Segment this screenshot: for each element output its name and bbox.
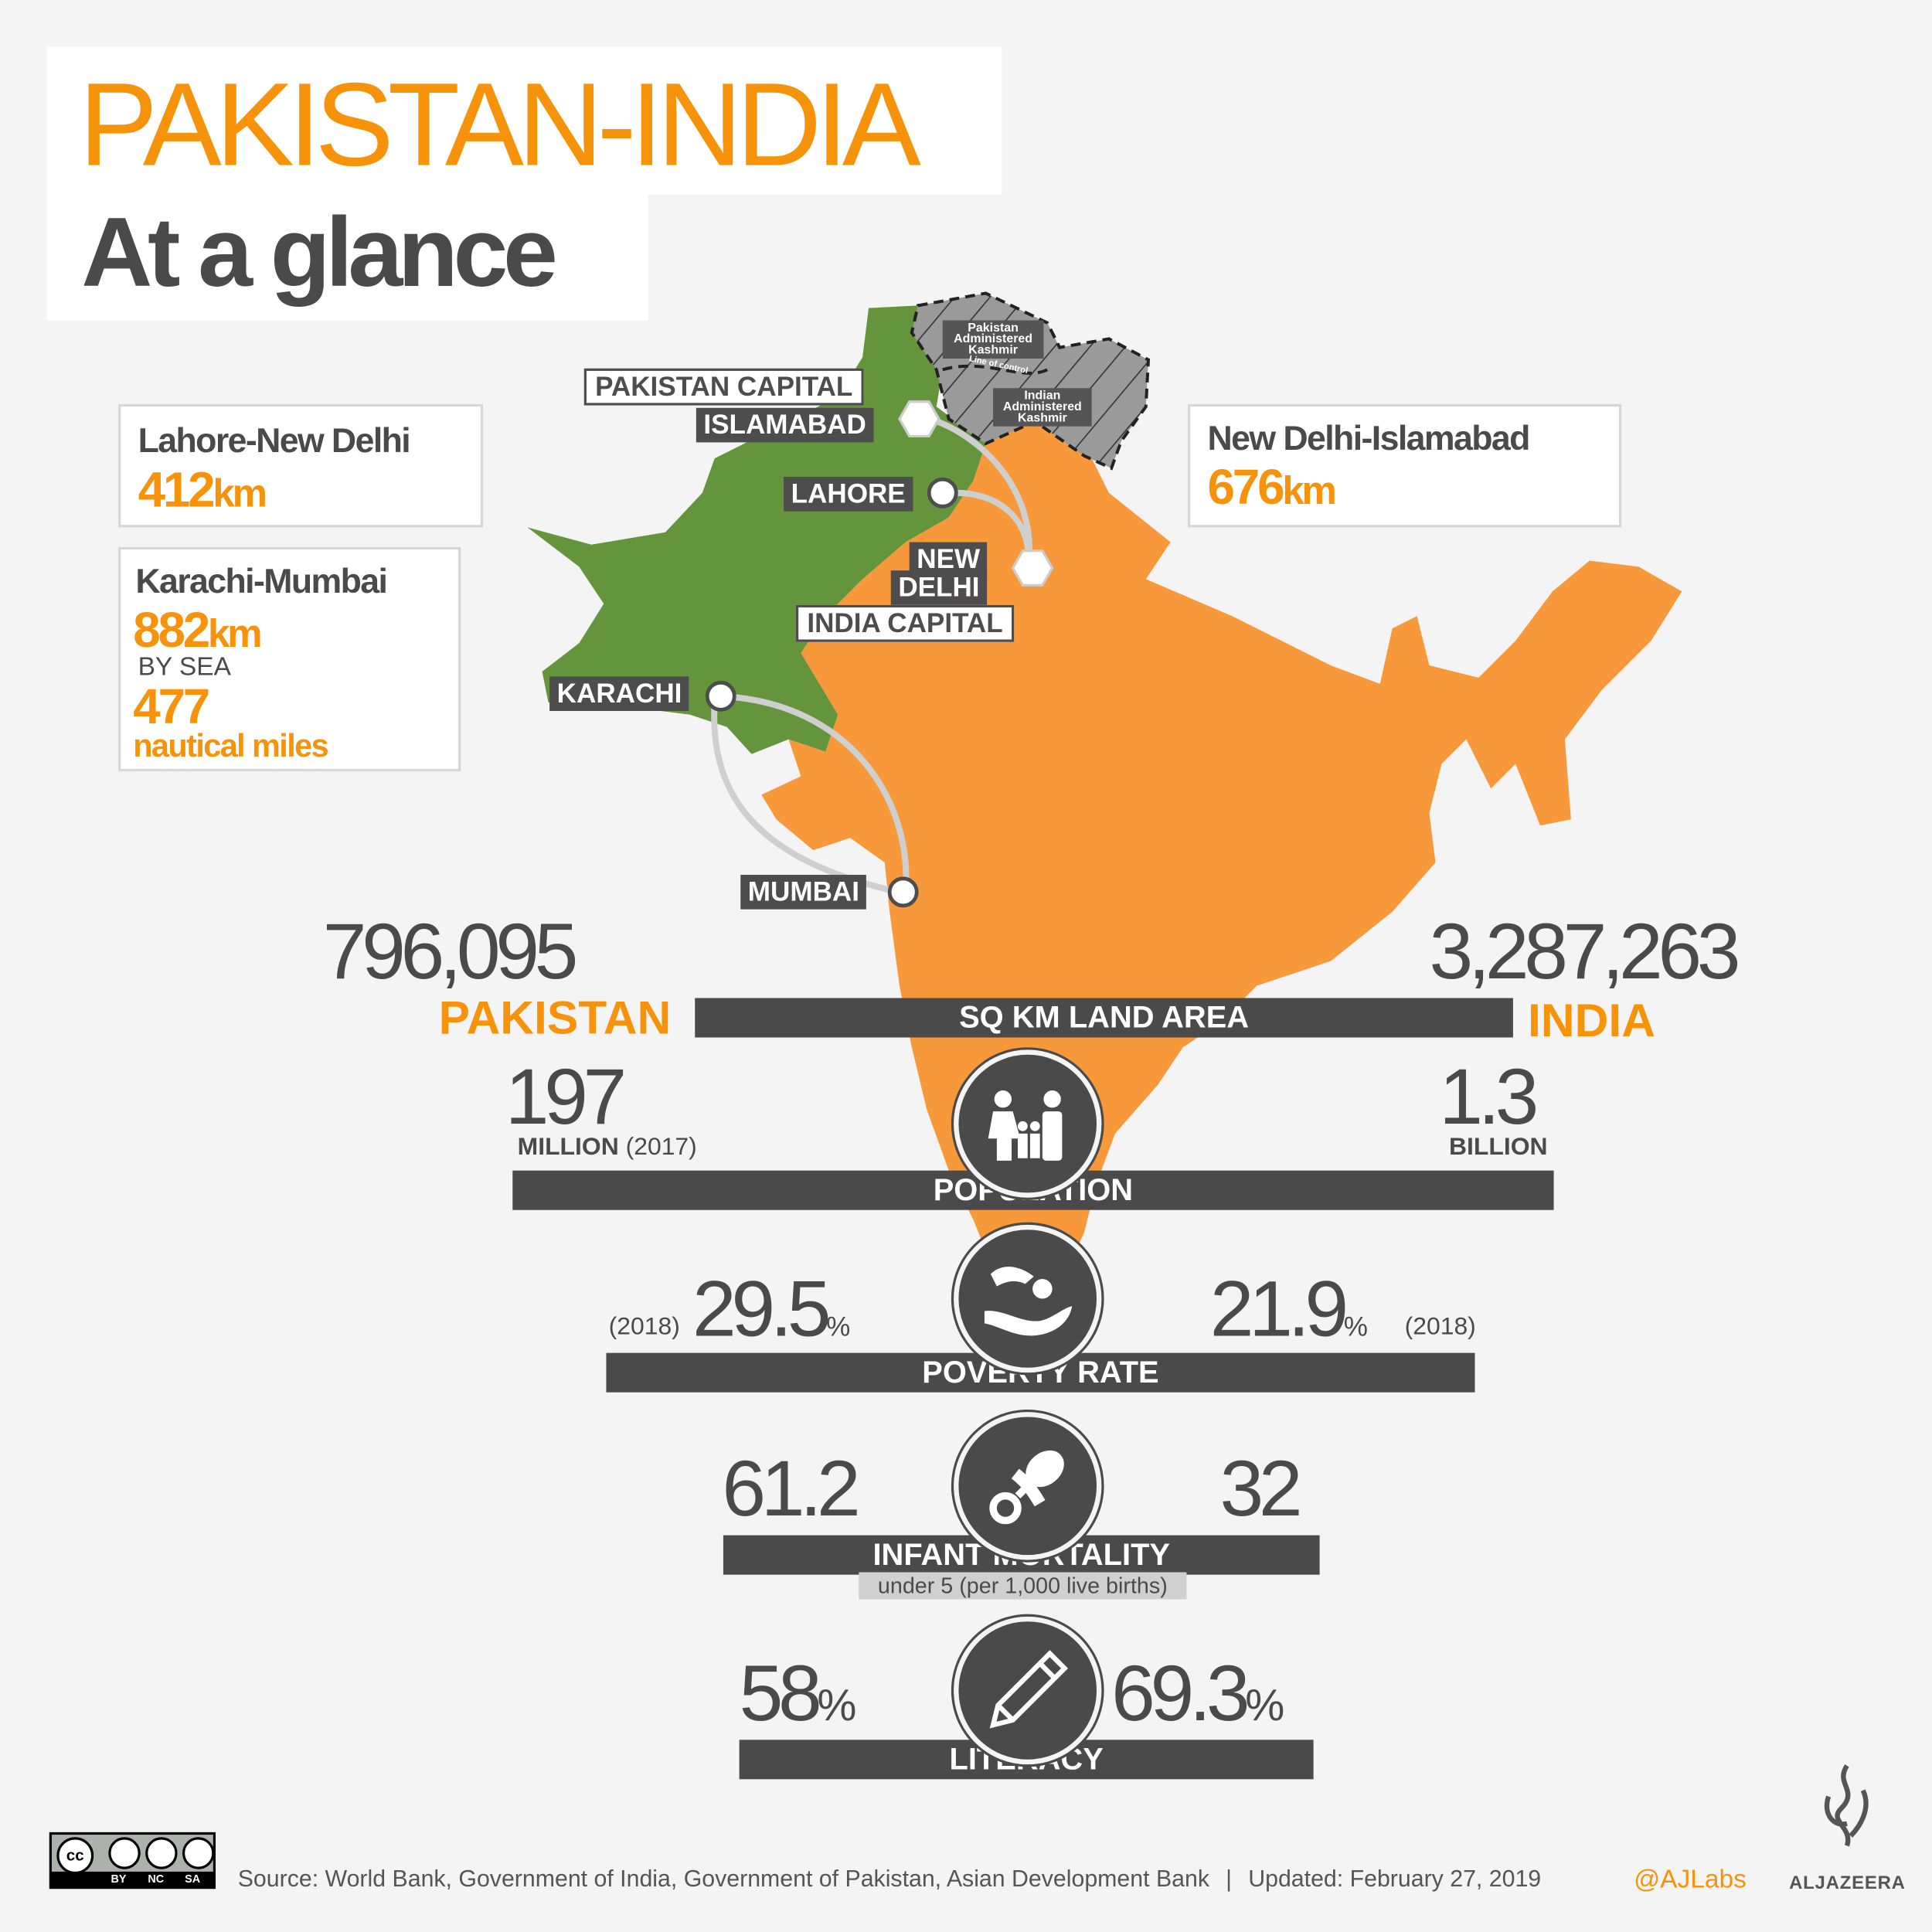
islamabad-label: ISLAMABAD [696, 407, 874, 443]
by-sea-label: BY SEA [138, 653, 231, 682]
islamabad-marker [898, 400, 940, 438]
pakistan-infant-value: 61.2 [722, 1444, 860, 1533]
line-of-control [942, 364, 1049, 375]
distance-unit: km [208, 611, 263, 656]
percent-unit: % [826, 1311, 851, 1342]
source-text: Source: World Bank, Government of India,… [237, 1866, 1210, 1893]
kashmir-ind-label: Indian Administered Kashmir [993, 388, 1092, 427]
ajlabs-handle[interactable]: @AJLabs [1634, 1865, 1747, 1894]
hand-coin-icon [954, 1224, 1102, 1373]
india-capital-label: INDIA CAPITAL [795, 604, 1015, 642]
title-line2: At a glance [81, 197, 558, 308]
distance-label: Karachi-Mumbai [135, 562, 388, 600]
percent-unit: % [817, 1679, 857, 1730]
pakistan-poverty-year: (2018) [608, 1313, 680, 1341]
percent-unit: % [1343, 1311, 1368, 1342]
pencil-icon [954, 1616, 1102, 1765]
lahore-marker [927, 477, 958, 509]
distance-label: Lahore-New Delhi [138, 421, 411, 460]
mumbai-label: MUMBAI [740, 875, 867, 910]
by-icon [108, 1837, 141, 1869]
pacifier-icon [954, 1412, 1102, 1560]
subtitle-box: At a glance [46, 194, 648, 321]
karachi-label: KARACHI [549, 676, 689, 711]
separator: | [1226, 1866, 1233, 1893]
india-literacy-value: 69.3 [1111, 1648, 1250, 1738]
nc-icon [145, 1837, 178, 1869]
infant-mortality-sub: under 5 (per 1,000 live births) [859, 1572, 1187, 1600]
sea-distance-value: 477 [133, 680, 210, 735]
land-area-bar: SQ KM LAND AREA [695, 998, 1513, 1038]
updated-text: Updated: February 27, 2019 [1248, 1866, 1542, 1893]
distance-value: 882 [133, 604, 210, 658]
india-infant-value: 32 [1219, 1444, 1302, 1533]
cc-license-badge: cc BY NC SA [49, 1832, 216, 1889]
karachi-marker [705, 680, 736, 712]
distance-label: New Delhi-Islamabad [1207, 419, 1531, 457]
pakistan-capital-label: PAKISTAN CAPITAL [583, 368, 864, 406]
aljazeera-logo-icon [1816, 1760, 1878, 1859]
delhi-islamabad-box: New Delhi-Islamabad 676km [1188, 403, 1622, 528]
india-poverty-value: 21.9 [1209, 1264, 1349, 1353]
pakistan-poverty-value: 29.5 [692, 1264, 831, 1353]
mumbai-marker [887, 876, 919, 908]
lahore-label: LAHORE [784, 477, 913, 512]
cc-icon: cc [56, 1837, 94, 1875]
pakistan-population-value: 197 [505, 1052, 627, 1141]
pakistan-land-value: 796,095 [322, 906, 579, 996]
new-delhi-marker [1011, 549, 1054, 587]
india-population-unit: BILLION [1449, 1133, 1548, 1161]
india-land-value: 3,287,263 [1429, 906, 1741, 996]
sa-icon [182, 1837, 215, 1869]
distance-value: 676 [1207, 461, 1285, 515]
india-label: INDIA [1528, 995, 1656, 1048]
distance-unit: km [213, 471, 267, 515]
sea-distance-unit: nautical miles [133, 726, 328, 764]
family-icon [954, 1049, 1102, 1198]
distance-unit: km [1282, 468, 1337, 513]
title-line1: PAKISTAN-INDIA [79, 59, 921, 192]
license-nc: NC [148, 1872, 165, 1886]
india-poverty-year: (2018) [1404, 1313, 1476, 1341]
karachi-mumbai-box: Karachi-Mumbai 882km BY SEA 477 nautical… [118, 546, 461, 772]
population-year: (2017) [625, 1133, 697, 1161]
license-by: BY [111, 1872, 127, 1886]
distance-value: 412 [138, 463, 216, 518]
title-box: PAKISTAN-INDIA [46, 46, 1002, 195]
pakistan-label: PAKISTAN [438, 993, 672, 1046]
footer-text: Source: World Bank, Government of India,… [238, 1867, 1541, 1894]
poverty-bar: POVERTY RATE [606, 1352, 1475, 1393]
india-population-value: 1.3 [1439, 1052, 1539, 1141]
population-unit: MILLION [517, 1133, 619, 1161]
aljazeera-brand: ALJAZEERA [1789, 1872, 1906, 1894]
lahore-delhi-box: Lahore-New Delhi 412km [118, 403, 484, 528]
kashmir-pak-label: Pakistan Administered Kashmir [942, 320, 1044, 359]
license-sa: SA [185, 1872, 201, 1886]
pakistan-literacy-value: 58 [739, 1648, 822, 1738]
new-delhi-label-2: DELHI [890, 570, 988, 605]
percent-unit: % [1245, 1679, 1285, 1730]
